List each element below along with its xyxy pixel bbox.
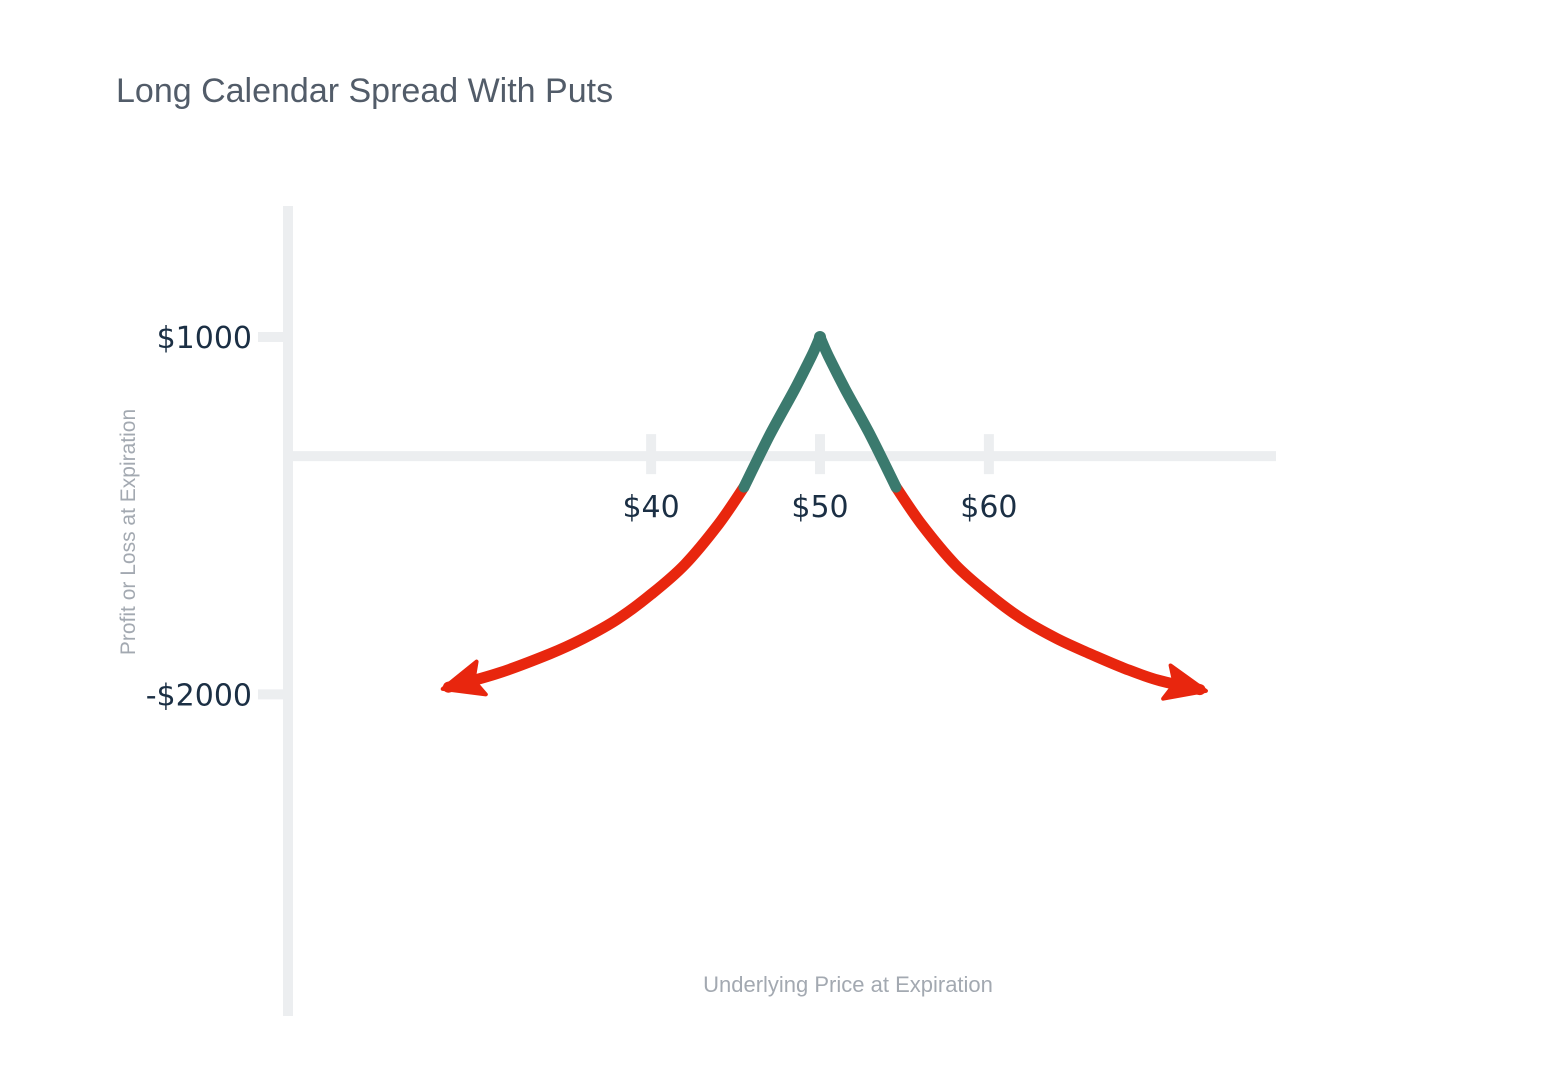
- y-tick-label: $1000: [157, 321, 252, 356]
- max-profit-point: [814, 331, 826, 344]
- y-tick-label: -$2000: [146, 678, 252, 713]
- x-tick-label: $40: [622, 490, 679, 525]
- profit-segment-right: [814, 331, 902, 493]
- x-axis-title: Underlying Price at Expiration: [703, 972, 993, 997]
- x-tick-label: $60: [960, 490, 1017, 525]
- chart-title: Long Calendar Spread With Puts: [116, 72, 614, 110]
- arrow-right-icon: [1161, 663, 1208, 701]
- y-axis-title: Profit or Loss at Expiration: [117, 409, 140, 655]
- loss-segment-left: [442, 481, 750, 693]
- x-tick-label: $50: [791, 490, 848, 525]
- payoff-curve-group: [440, 331, 1208, 701]
- tick-group: $1000 -$2000 $40 $50 $60: [146, 321, 1018, 713]
- arrow-left-icon: [440, 659, 488, 697]
- loss-segment-right: [890, 481, 1206, 696]
- profit-segment-left: [738, 331, 826, 493]
